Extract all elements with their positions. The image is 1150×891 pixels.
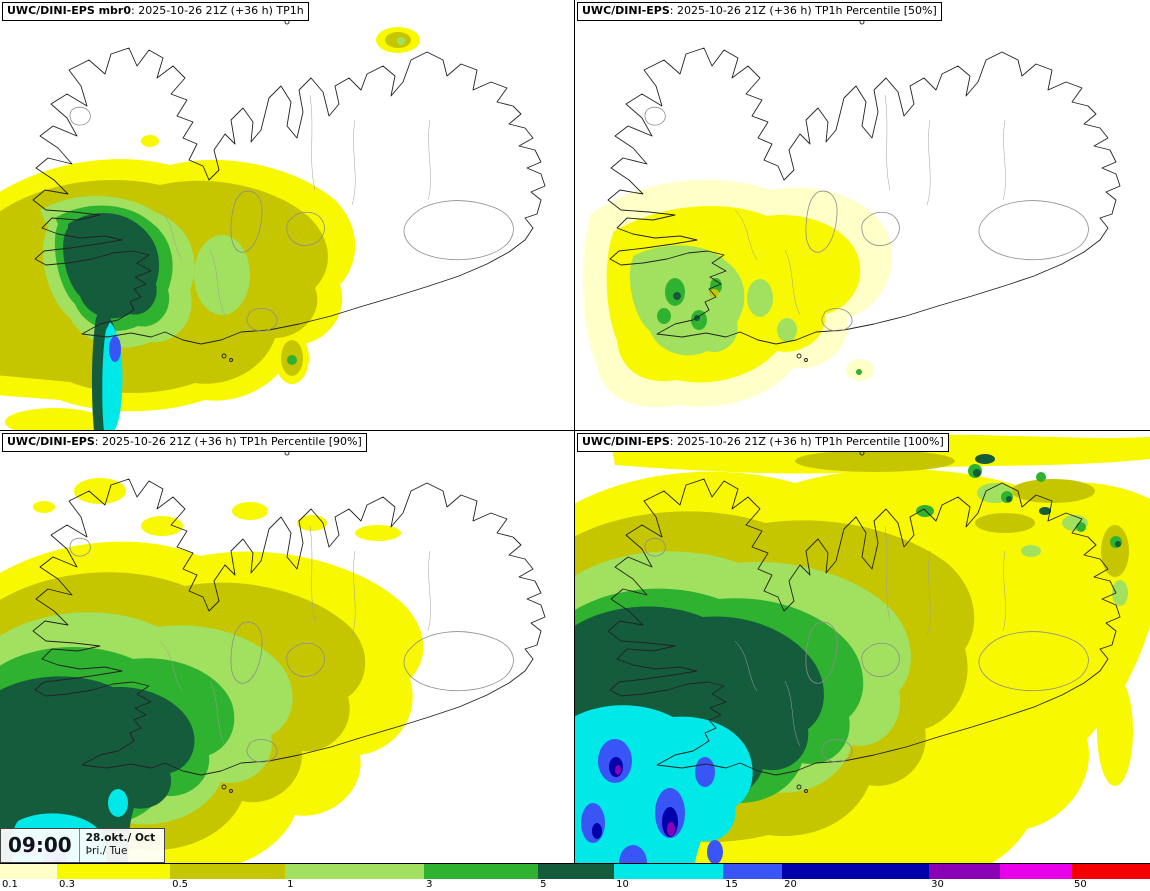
colorbar-segment — [170, 864, 286, 879]
panel-title-model: UWC/DINI-EPS — [582, 435, 670, 448]
colorbar-tick-label: 15 — [725, 879, 738, 890]
precipitation-field-mbr0 — [0, 27, 420, 430]
colorbar-segment — [614, 864, 724, 879]
valid-date-label: 28.okt./ Oct — [85, 831, 156, 844]
panel-title-p90: UWC/DINI-EPS: 2025-10-26 21Z (+36 h) TP1… — [2, 433, 367, 452]
colorbar-tick-label: 10 — [616, 879, 629, 890]
colorbar-tick-label: 50 — [1074, 879, 1087, 890]
panel-title-model: UWC/DINI-EPS mbr0 — [7, 4, 131, 17]
panel-tp1h-p50[interactable]: UWC/DINI-EPS: 2025-10-26 21Z (+36 h) TP1… — [575, 0, 1150, 431]
valid-date-box: 28.okt./ Oct Þri./ Tue — [78, 828, 164, 862]
map-iceland-p50[interactable] — [575, 0, 1150, 431]
panel-title-info: : 2025-10-26 21Z (+36 h) TP1h Percentile… — [669, 4, 937, 17]
colorbar-segment — [1071, 864, 1150, 879]
panel-title-mbr0: UWC/DINI-EPS mbr0: 2025-10-26 21Z (+36 h… — [2, 2, 309, 21]
colorbar-segment — [538, 864, 615, 879]
panel-title-info: : 2025-10-26 21Z (+36 h) TP1h Percentile… — [669, 435, 944, 448]
colorbar-tick-label: 20 — [784, 879, 797, 890]
colorbar-segment — [929, 864, 1000, 879]
colorbar-segment — [285, 864, 425, 879]
colorbar-labels: 0.1 0.3 0.5 1 3 5 10 15 20 30 50 — [0, 879, 1150, 891]
panel-tp1h-p100[interactable]: UWC/DINI-EPS: 2025-10-26 21Z (+36 h) TP1… — [575, 431, 1150, 891]
map-iceland-p90[interactable] — [0, 431, 575, 891]
top-row: UWC/DINI-EPS mbr0: 2025-10-26 21Z (+36 h… — [0, 0, 1150, 431]
colorbar-tick-label: 1 — [287, 879, 294, 890]
panel-tp1h-p90[interactable]: UWC/DINI-EPS: 2025-10-26 21Z (+36 h) TP1… — [0, 431, 575, 891]
colorbar-segment — [782, 864, 930, 879]
colorbar-bar — [0, 863, 1150, 879]
map-iceland-mbr0[interactable] — [0, 0, 575, 431]
panel-title-info: : 2025-10-26 21Z (+36 h) TP1h Percentile… — [94, 435, 362, 448]
valid-time-box: 09:00 28.okt./ Oct Þri./ Tue — [0, 827, 166, 863]
colorbar-segment — [57, 864, 171, 879]
panel-title-model: UWC/DINI-EPS — [7, 435, 95, 448]
colorbar-tick-label: 0.3 — [59, 879, 75, 890]
bottom-row: UWC/DINI-EPS: 2025-10-26 21Z (+36 h) TP1… — [0, 431, 1150, 891]
precipitation-field-p50 — [582, 179, 893, 408]
colorbar-segment — [0, 864, 58, 879]
colorbar-tick-label: 0.1 — [2, 879, 18, 890]
colorbar-tick-label: 5 — [540, 879, 547, 890]
colorbar-segment — [424, 864, 539, 879]
panel-title-info: : 2025-10-26 21Z (+36 h) TP1h — [131, 4, 304, 17]
panel-title-p50: UWC/DINI-EPS: 2025-10-26 21Z (+36 h) TP1… — [577, 2, 942, 21]
colorbar-tick-label: 0.5 — [172, 879, 188, 890]
colorbar-segment — [999, 864, 1072, 879]
valid-day-label: Þri./ Tue — [85, 845, 128, 858]
panel-title-p100: UWC/DINI-EPS: 2025-10-26 21Z (+36 h) TP1… — [577, 433, 949, 452]
precipitation-field-p100 — [575, 434, 1150, 891]
colorbar-tick-label: 30 — [931, 879, 944, 890]
panel-tp1h-mbr0[interactable]: UWC/DINI-EPS mbr0: 2025-10-26 21Z (+36 h… — [0, 0, 575, 431]
colorbar-segment — [723, 864, 783, 879]
map-iceland-p100[interactable] — [575, 431, 1150, 891]
panel-title-model: UWC/DINI-EPS — [582, 4, 670, 17]
colorbar-tick-label: 3 — [426, 879, 433, 890]
precipitation-colorbar: 0.1 0.3 0.5 1 3 5 10 15 20 30 50 — [0, 863, 1150, 891]
valid-time-label: 09:00 — [8, 833, 72, 858]
